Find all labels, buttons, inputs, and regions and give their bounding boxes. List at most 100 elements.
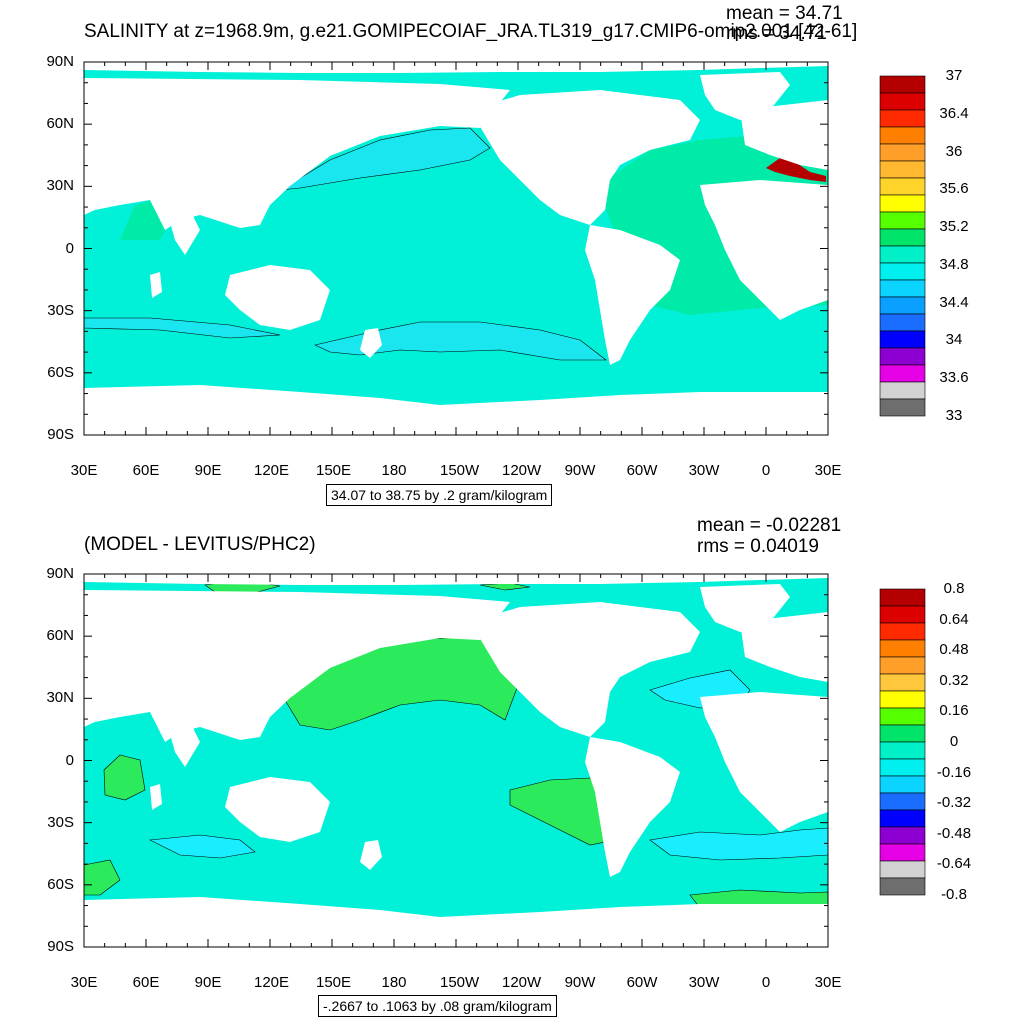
bottom-land-namerica <box>470 602 700 737</box>
top-colorbar-box <box>879 330 926 349</box>
bottom-south-negative <box>148 834 256 859</box>
top-colorbar-box <box>879 109 926 128</box>
bottom-panel-title: (MODEL - LEVITUS/PHC2) <box>84 534 316 555</box>
top-lon-label: 90E <box>194 462 222 479</box>
top-contour-range: 34.07 to 38.75 by .2 gram/kilogram <box>326 484 553 506</box>
bottom-lat-label: 90S <box>47 938 74 955</box>
top-land-nz <box>360 328 382 358</box>
bottom-lon-label: 60E <box>132 974 160 991</box>
top-colorbar-box <box>879 313 926 332</box>
bottom-lon-label: 30E <box>814 974 842 991</box>
top-lon-label: 150W <box>440 462 480 479</box>
top-colorbar-label: 36.4 <box>939 104 969 122</box>
top-lon-label: 150E <box>316 462 352 479</box>
top-colorbar-box <box>879 245 926 264</box>
bottom-colorbar-label: 0.64 <box>939 610 969 628</box>
bottom-lon-label: 120E <box>254 974 290 991</box>
bottom-colorbar-box <box>879 690 926 709</box>
bottom-land-asia <box>84 590 510 742</box>
bottom-land-europe <box>740 612 828 682</box>
bottom-panel-rms: rms = 0.04019 <box>697 536 819 557</box>
top-land-samerica <box>585 225 680 365</box>
top-lon-label: 60E <box>132 462 160 479</box>
bottom-land-samerica <box>585 737 680 877</box>
top-mediterranean-high <box>766 158 826 182</box>
bottom-colorbar-box <box>879 860 926 879</box>
bottom-colorbar-box <box>879 656 926 675</box>
bottom-land-australia <box>225 777 330 842</box>
top-colorbar-label: 34.8 <box>939 255 969 273</box>
bottom-spac-positive <box>509 777 616 846</box>
bottom-colorbar-label: -0.48 <box>936 824 972 842</box>
top-lat-label: 60S <box>47 363 74 381</box>
bottom-satl-negative <box>649 827 828 861</box>
bottom-lon-label: 0 <box>761 974 771 991</box>
bottom-colorbar-box <box>879 775 926 794</box>
bottom-lon-label: 150E <box>316 974 352 991</box>
top-land-africa <box>700 180 828 320</box>
top-colorbar-label: 34 <box>945 331 963 349</box>
top-colorbar-box <box>879 381 926 400</box>
bottom-colorbar-box <box>879 809 926 828</box>
bottom-land-africa <box>700 692 828 832</box>
top-colorbar-label: 34.4 <box>939 293 969 311</box>
top-land-australia <box>225 265 330 330</box>
top-panel-rms: rms = 34.71 <box>726 23 827 44</box>
bottom-colorbar <box>879 588 926 896</box>
bottom-colorbar-box <box>879 622 926 641</box>
top-land-asia <box>84 78 510 230</box>
bottom-arabian-positive <box>103 754 146 801</box>
bottom-lat-label: 30N <box>46 689 74 707</box>
bottom-colorbar-label: 0.8 <box>943 580 965 597</box>
top-colorbar-label: 33.6 <box>939 369 969 387</box>
top-lon-label: 120W <box>502 462 542 479</box>
top-lat-label: 0 <box>65 239 74 257</box>
top-lon-label: 0 <box>761 462 771 479</box>
top-map <box>83 61 829 436</box>
bottom-lat-label: 0 <box>65 751 74 769</box>
bottom-lat-label: 60N <box>46 627 74 645</box>
top-colorbar-box <box>879 364 926 383</box>
top-colorbar-box <box>879 126 926 145</box>
top-colorbar-box <box>879 398 926 417</box>
bottom-colorbar-label: -0.32 <box>936 794 972 812</box>
top-colorbar-label: 36 <box>945 142 963 160</box>
bottom-lon-label: 90W <box>564 974 596 991</box>
top-colorbar-box <box>879 262 926 281</box>
bottom-land-antarctica <box>84 897 828 947</box>
top-lat-label: 30S <box>47 301 74 319</box>
bottom-colorbar-box <box>879 877 926 896</box>
top-land-europe <box>740 100 828 170</box>
top-lon-label: 60W <box>626 462 658 479</box>
bottom-colorbar-box <box>879 758 926 777</box>
bottom-lon-label: 90E <box>194 974 222 991</box>
bottom-colorbar-box <box>879 792 926 811</box>
top-lon-label: 180 <box>381 462 407 479</box>
top-colorbar-box <box>879 296 926 315</box>
top-colorbar-box <box>879 92 926 111</box>
top-colorbar <box>879 75 926 417</box>
top-colorbar-label: 37 <box>945 67 963 84</box>
top-map-ticks <box>83 61 829 436</box>
top-land-india <box>168 210 200 255</box>
bottom-map-ticks <box>83 573 829 948</box>
top-colorbar-box <box>879 279 926 298</box>
bottom-lon-label: 60W <box>626 974 658 991</box>
bottom-lon-label: 120W <box>502 974 542 991</box>
top-panel-title: SALINITY at z=1968.9m, g.e21.GOMIPECOIAF… <box>84 21 858 42</box>
bottom-lat-label: 90N <box>46 565 74 582</box>
bottom-colorbar-box <box>879 826 926 845</box>
bottom-panel-mean: mean = -0.02281 <box>697 515 842 536</box>
bottom-colorbar-box <box>879 741 926 760</box>
top-colorbar-box <box>879 347 926 366</box>
top-land-madagascar <box>150 272 162 298</box>
top-lat-label: 60N <box>46 115 74 133</box>
bottom-land-madagascar <box>150 784 162 810</box>
bottom-land-nz <box>360 840 382 870</box>
bottom-colorbar-label: 0.16 <box>939 702 969 720</box>
top-lon-label: 30E <box>70 462 98 479</box>
bottom-lat-label: 60S <box>47 875 74 893</box>
top-colorbar-label: 35.2 <box>939 218 969 236</box>
top-land-namerica <box>470 90 700 225</box>
bottom-colorbar-label: -0.8 <box>941 886 967 903</box>
